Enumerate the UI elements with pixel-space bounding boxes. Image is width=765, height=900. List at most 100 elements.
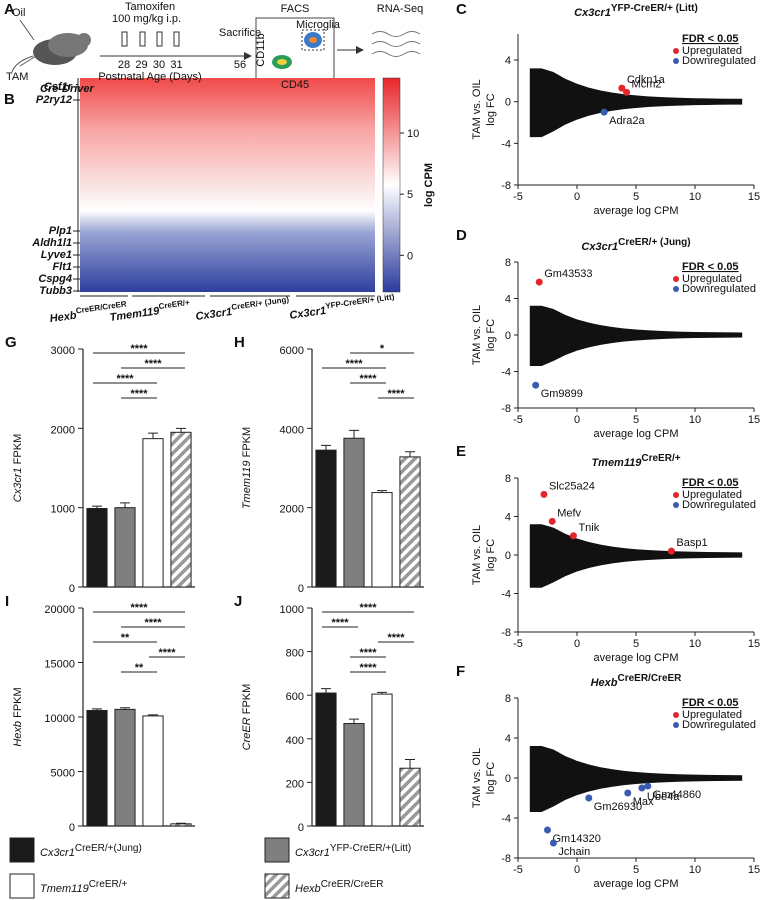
y-axis-label: log FC [485, 762, 497, 794]
y-axis-label: TAM vs. OIL [471, 748, 483, 808]
significance-label: **** [130, 388, 148, 400]
legend-marker [673, 502, 679, 508]
bar [114, 507, 136, 588]
day-label: 31 [170, 59, 182, 71]
y-axis-label-unit: FPKM [12, 687, 24, 718]
bar [399, 767, 421, 827]
legend-swatch [9, 837, 35, 863]
gene-label: Adra2a [609, 115, 645, 127]
x-axis-label: average log CPM [594, 205, 679, 217]
colorbar-tick-label: 10 [407, 128, 419, 140]
y-axis-label-gene: Tmem119 [241, 460, 253, 509]
bar [170, 431, 192, 588]
y-tick-label: 0 [298, 583, 304, 595]
gene-label: Gm14320 [553, 833, 601, 845]
legend-label: Downregulated [682, 55, 756, 67]
y-axis-label: TAM vs. OIL [471, 305, 483, 365]
bar [371, 693, 393, 827]
error-bar [405, 759, 415, 769]
de-gene-point [644, 782, 652, 790]
error-bar [321, 688, 331, 694]
y-tick-label: 4 [505, 512, 511, 524]
legend-label: Downregulated [682, 499, 756, 511]
y-tick-label: 8 [505, 473, 511, 485]
group-label-name: Hexb [49, 309, 78, 325]
x-tick-label: 0 [574, 864, 580, 876]
chart-title: Cx3cr1YFP-CreER/+ (Litt) [574, 3, 698, 19]
gene-label: Gm9899 [541, 388, 583, 400]
x-tick-label: 5 [633, 638, 639, 650]
y-tick-label: 0 [505, 550, 511, 562]
de-gene-point [585, 794, 593, 802]
panel-label: A [4, 1, 15, 18]
y-axis-label: Hexb FPKM [12, 687, 24, 746]
y-tick-label: -8 [501, 627, 511, 639]
y-axis-label: Cx3cr1 FPKM [12, 434, 24, 502]
gene-label: Jchain [558, 846, 590, 858]
chart-title-name: Hexb [591, 677, 618, 689]
point-cloud [529, 305, 743, 367]
significance-label: **** [387, 632, 405, 644]
legend-label-name: Tmem119 [40, 883, 89, 895]
label: Microglia [296, 19, 341, 31]
y-tick-label: 0 [505, 330, 511, 342]
legend-marker [673, 722, 679, 728]
legend-marker [673, 712, 679, 718]
significance-label: ** [121, 632, 130, 644]
y-tick-label: 8 [505, 693, 511, 705]
significance-label: **** [331, 617, 349, 629]
bar [86, 507, 108, 588]
error-bar [148, 714, 158, 716]
colorbar-tick-label: 0 [407, 250, 413, 262]
chart-title: Cx3cr1CreER/+ (Jung) [581, 237, 690, 253]
label: Oil [12, 7, 25, 19]
chart-title: Tmem119CreER/+ [591, 453, 680, 469]
legend-marker [673, 58, 679, 64]
y-tick-label: 3000 [51, 345, 75, 357]
x-tick-label: 15 [748, 638, 760, 650]
x-tick-label: 10 [689, 638, 701, 650]
error-bar [176, 822, 186, 824]
de-gene-point [532, 381, 540, 389]
label: CD11b [255, 33, 267, 66]
gene-label: Aldh1l1 [31, 237, 72, 249]
schematic-art [11, 17, 421, 81]
x-tick-label: 0 [574, 638, 580, 650]
x-tick-label: 0 [574, 414, 580, 426]
gene-label: Gm26930 [594, 801, 642, 813]
legend-label-name: Cx3cr1 [295, 847, 330, 859]
bar [343, 437, 365, 588]
gene-label: Flt1 [52, 261, 72, 273]
y-tick-label: -4 [501, 813, 511, 825]
label: Tamoxifen [125, 1, 175, 13]
gene-label: Lyve1 [41, 249, 72, 261]
x-tick-label: 5 [633, 191, 639, 203]
significance-label: ** [135, 662, 144, 674]
y-axis-label: CreER FPKM [241, 684, 253, 751]
y-tick-label: 0 [69, 822, 75, 834]
x-axis-label: average log CPM [594, 428, 679, 440]
y-axis-label: log FC [485, 319, 497, 351]
bar [114, 708, 136, 827]
y-tick-label: 0 [505, 97, 511, 109]
error-bar [405, 451, 415, 457]
x-tick-label: 10 [689, 191, 701, 203]
panel-label: I [5, 593, 9, 610]
y-axis-label: log FC [485, 539, 497, 571]
legend-title: FDR < 0.05 [682, 477, 739, 489]
chart-title-name: Tmem119 [591, 457, 642, 469]
legend-marker [673, 276, 679, 282]
gene-label: Slc25a24 [549, 480, 595, 492]
colorbar-title: log CPM [423, 163, 435, 207]
day-label: 30 [153, 59, 165, 71]
y-axis-label-unit: FPKM [241, 684, 253, 715]
x-tick-label: 5 [633, 414, 639, 426]
label: Sacrifice [219, 27, 261, 39]
x-tick-label: 5 [633, 864, 639, 876]
gene-label: P2ry12 [36, 94, 72, 106]
panel-label: E [456, 443, 466, 460]
error-bar [176, 427, 186, 433]
y-tick-label: 1000 [280, 604, 304, 616]
y-axis-label: TAM vs. OIL [471, 79, 483, 139]
